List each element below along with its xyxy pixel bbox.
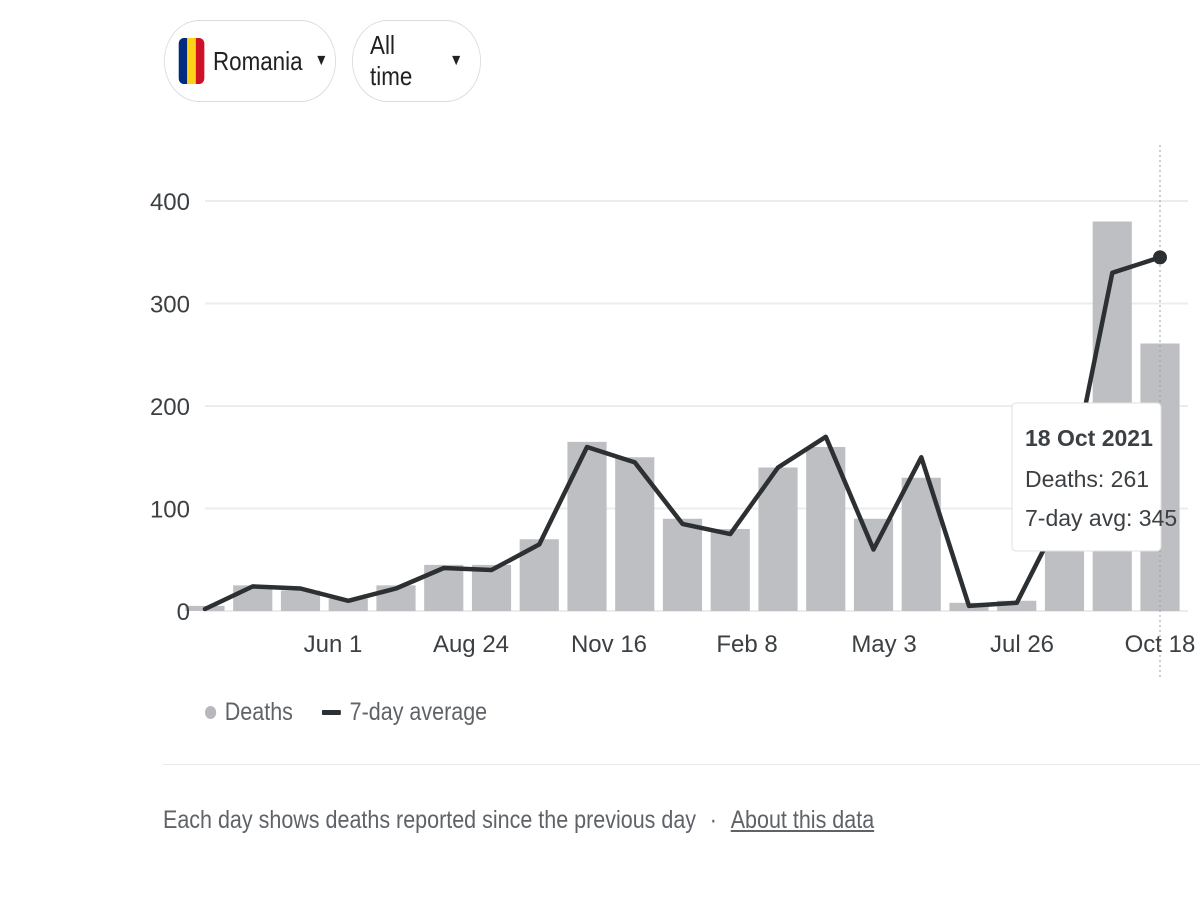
deaths-legend-dot-icon	[205, 706, 217, 719]
deaths-bar	[806, 447, 846, 611]
romania-flag-icon	[178, 38, 205, 84]
deaths-bar	[758, 467, 798, 611]
average-legend-line-icon	[322, 710, 342, 715]
y-tick-label: 200	[150, 394, 190, 421]
x-tick-label: Feb 8	[716, 631, 777, 658]
time-range-label: All time	[370, 30, 413, 91]
x-tick-label: Oct 18	[1125, 631, 1196, 658]
x-axis-labels: Jun 1 Aug 24 Nov 16 Feb 8 May 3 Jul 26 Oct 18	[304, 631, 1196, 658]
flag-stripe-red	[195, 38, 205, 84]
about-data-link[interactable]: About this data	[730, 806, 875, 834]
country-label: Romania	[213, 45, 303, 76]
legend-average-label: 7-day average	[349, 698, 488, 726]
country-selector[interactable]: Romania ▼	[164, 20, 336, 102]
deaths-bar	[662, 518, 703, 611]
y-tick-label: 400	[150, 189, 190, 216]
footer-note: Each day shows deaths reported since the…	[163, 806, 697, 834]
x-tick-label: Aug 24	[433, 631, 509, 658]
deaths-bar	[471, 564, 512, 611]
seven-day-average-line	[202, 255, 1163, 612]
dropdown-caret-icon: ▼	[314, 52, 329, 69]
y-tick-label: 300	[150, 292, 190, 319]
deaths-bar	[280, 590, 321, 611]
deaths-bar	[567, 441, 607, 611]
x-tick-label: Jun 1	[304, 631, 363, 658]
y-axis-labels: 0 100 200 300 400	[150, 189, 190, 626]
y-tick-label: 100	[150, 497, 190, 524]
deaths-bar	[615, 457, 655, 611]
dropdown-caret-icon: ▼	[449, 52, 463, 69]
deaths-bar	[328, 598, 368, 611]
time-range-selector[interactable]: All time ▼	[352, 20, 481, 102]
tooltip-average: 7-day avg: 345	[1025, 505, 1177, 531]
legend-deaths-label: Deaths	[224, 698, 293, 726]
tooltip-box	[1011, 402, 1162, 552]
y-tick-label: 0	[177, 599, 190, 626]
divider	[163, 764, 1200, 765]
footer: Each day shows deaths reported since the…	[163, 806, 874, 835]
x-tick-label: Jul 26	[990, 631, 1054, 658]
deaths-bar	[997, 600, 1037, 611]
chart-legend: Deaths 7-day average	[205, 698, 487, 727]
deaths-bar	[233, 585, 273, 611]
flag-stripe-yellow	[187, 38, 196, 84]
deaths-bar	[710, 529, 750, 611]
x-tick-label: Nov 16	[571, 631, 647, 658]
deaths-chart[interactable]: 0 100 200 300 400 Jun 1 Aug 24 Nov 16 Feb 8 May …	[0, 0, 1200, 700]
x-tick-label: May 3	[851, 631, 916, 658]
flag-stripe-blue	[178, 38, 188, 84]
tooltip-deaths: Deaths: 261	[1025, 466, 1149, 492]
tooltip: 18 Oct 2021 Deaths: 261 7-day avg: 345	[1011, 402, 1177, 552]
footer-separator: ·	[709, 806, 717, 834]
tooltip-date: 18 Oct 2021	[1025, 425, 1153, 451]
deaths-bar	[853, 518, 894, 611]
hover-point	[1153, 250, 1167, 265]
